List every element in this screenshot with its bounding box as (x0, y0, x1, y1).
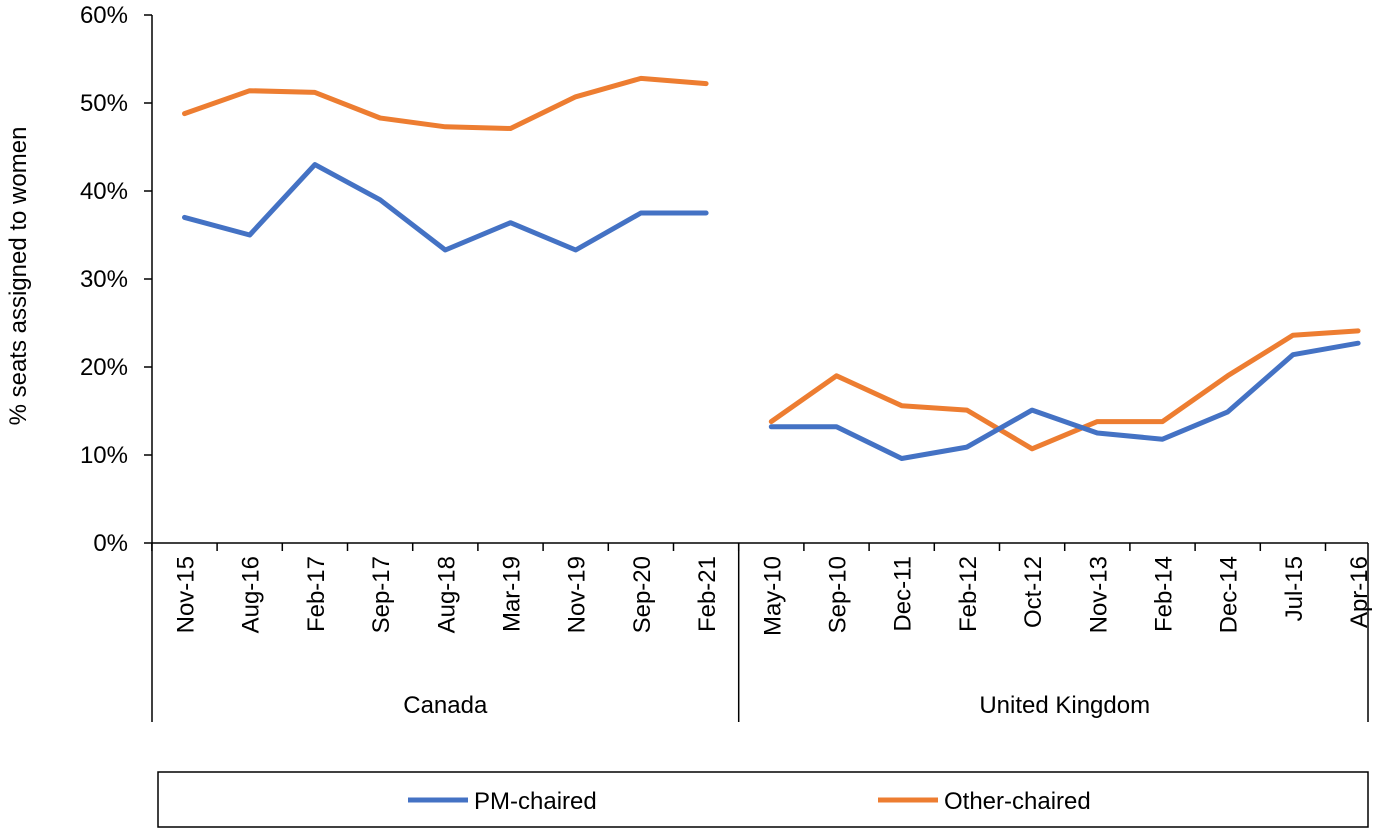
y-axis: 0% 10% 20% 30% 40% 50% 60% (80, 2, 153, 557)
x-tick-label: Dec-11 (890, 556, 917, 632)
x-tick-label: Feb-14 (1151, 556, 1178, 632)
series-line-pm-chaired-united-kingdom (768, 340, 1361, 461)
legend-label-other-chaired: Other-chaired (944, 788, 1091, 815)
x-axis: Nov-15 Aug-16 Feb-17 Sep-17 Aug-18 Mar-19 Nov-… (151, 542, 1373, 722)
y-tick-label: 30% (80, 266, 128, 293)
x-tick-label: Nov-19 (564, 556, 591, 633)
x-tick-label: Jul-15 (1281, 556, 1308, 621)
x-tick-label: Aug-16 (238, 556, 265, 633)
x-tick-label: Sep-10 (825, 556, 852, 633)
series-line-pm-chaired-canada (182, 162, 709, 253)
x-tick-label: Oct-12 (1020, 556, 1047, 628)
x-tick-label: Feb-21 (694, 556, 721, 632)
y-tick-label: 10% (80, 442, 128, 469)
y-tick-label: 50% (80, 90, 128, 117)
x-group-label: Canada (403, 692, 488, 719)
x-tick-label: Dec-14 (1216, 556, 1243, 633)
series-line-other-chaired-canada (182, 75, 709, 131)
series-layer (182, 75, 1361, 461)
y-tick-label: 0% (93, 530, 128, 557)
y-tick-label: 60% (80, 2, 128, 29)
series-line-other-chaired-united-kingdom (768, 328, 1361, 452)
x-tick-label: Aug-18 (433, 556, 460, 633)
y-tick-label: 40% (80, 178, 128, 205)
y-axis-title: % seats assigned to women (5, 127, 32, 426)
legend: PM-chaired Other-chaired (157, 771, 1369, 828)
x-tick-label: Feb-12 (955, 556, 982, 632)
x-group-label: United Kingdom (979, 692, 1150, 719)
x-tick-label: Sep-20 (629, 556, 656, 633)
x-tick-label: Mar-19 (499, 556, 526, 632)
x-tick-label: Nov-13 (1085, 556, 1112, 633)
legend-box (157, 771, 1369, 828)
x-tick-label: Nov-15 (173, 556, 200, 633)
x-tick-label: Feb-17 (303, 556, 330, 632)
y-tick-label: 20% (80, 354, 128, 381)
x-tick-label: Sep-17 (368, 556, 395, 633)
x-tick-label: May-10 (759, 556, 786, 636)
x-tick-label: Apr-16 (1346, 556, 1373, 628)
legend-label-pm-chaired: PM-chaired (474, 788, 597, 815)
